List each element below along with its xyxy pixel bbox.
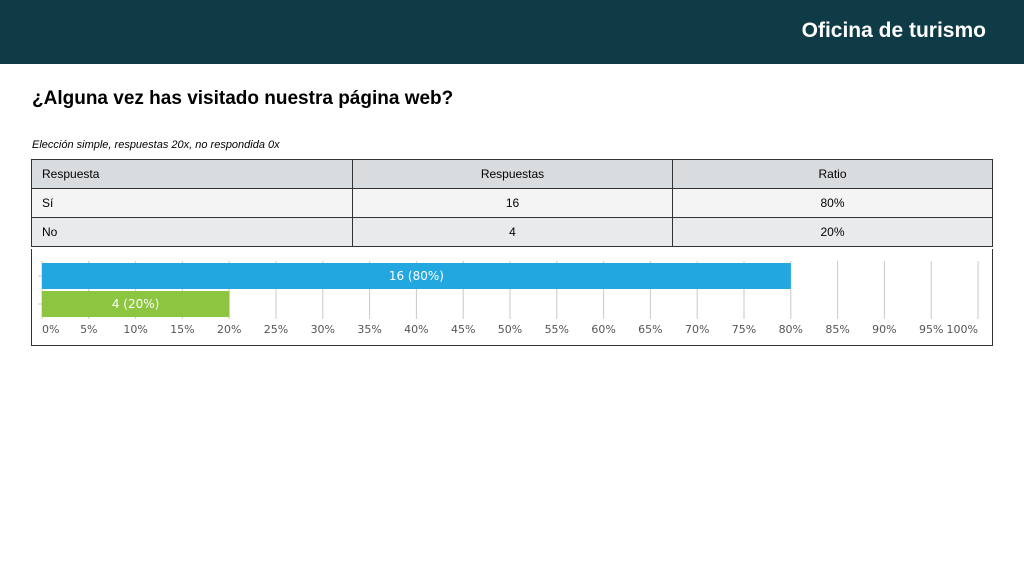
table-row: No 4 20% bbox=[31, 217, 993, 247]
x-tick-label: 50% bbox=[498, 323, 522, 336]
column-header-count: Respuestas bbox=[352, 159, 673, 189]
cell-ratio: 20% bbox=[672, 217, 993, 247]
x-tick-label: 60% bbox=[591, 323, 615, 336]
x-tick-label: 55% bbox=[545, 323, 569, 336]
cell-answer: No bbox=[31, 217, 353, 247]
header-title: Oficina de turismo bbox=[801, 19, 986, 42]
header-bar: Oficina de turismo bbox=[0, 0, 1024, 64]
x-tick-label: 100% bbox=[947, 323, 978, 336]
x-tick-label: 5% bbox=[80, 323, 97, 336]
x-tick-label: 85% bbox=[825, 323, 849, 336]
x-tick-label: 70% bbox=[685, 323, 709, 336]
x-tick-label: 45% bbox=[451, 323, 475, 336]
x-tick-label: 35% bbox=[357, 323, 381, 336]
cell-count: 4 bbox=[352, 217, 673, 247]
x-tick-label: 65% bbox=[638, 323, 662, 336]
table-row: Sí 16 80% bbox=[31, 188, 993, 218]
cell-ratio: 80% bbox=[672, 188, 993, 218]
x-tick-label: 10% bbox=[123, 323, 147, 336]
cell-answer: Sí bbox=[31, 188, 353, 218]
x-tick-label: 40% bbox=[404, 323, 428, 336]
bar-data-label: 16 (80%) bbox=[389, 269, 444, 283]
chart-container: 0% 5% 10% 15% 20% 25% 30% 35% 40% 45% 50% 55% 60% 65%… bbox=[31, 249, 993, 346]
x-tick-label: 20% bbox=[217, 323, 241, 336]
x-tick-label: 80% bbox=[779, 323, 803, 336]
question-subtitle: Elección simple, respuestas 20x, no resp… bbox=[32, 139, 280, 151]
bar bbox=[42, 291, 230, 317]
bar-chart: 0% 5% 10% 15% 20% 25% 30% 35% 40% 45% 50% 55% 60% 65%… bbox=[38, 261, 979, 336]
column-header-answer: Respuesta bbox=[31, 159, 353, 189]
column-header-ratio: Ratio bbox=[672, 159, 993, 189]
results-table: Respuesta Respuestas Ratio Sí 16 80% No … bbox=[31, 159, 993, 247]
x-tick-label: 0% bbox=[42, 323, 59, 336]
x-tick-label: 95% bbox=[919, 323, 943, 336]
x-tick-label: 30% bbox=[311, 323, 335, 336]
x-tick-label: 75% bbox=[732, 323, 756, 336]
x-tick-label: 15% bbox=[170, 323, 194, 336]
x-tick-label: 25% bbox=[264, 323, 288, 336]
x-tick-label: 90% bbox=[872, 323, 896, 336]
cell-count: 16 bbox=[352, 188, 673, 218]
bar bbox=[42, 263, 791, 289]
question-title: ¿Alguna vez has visitado nuestra página … bbox=[32, 88, 454, 109]
table-header-row: Respuesta Respuestas Ratio bbox=[31, 159, 993, 189]
bar-data-label: 4 (20%) bbox=[112, 297, 159, 311]
